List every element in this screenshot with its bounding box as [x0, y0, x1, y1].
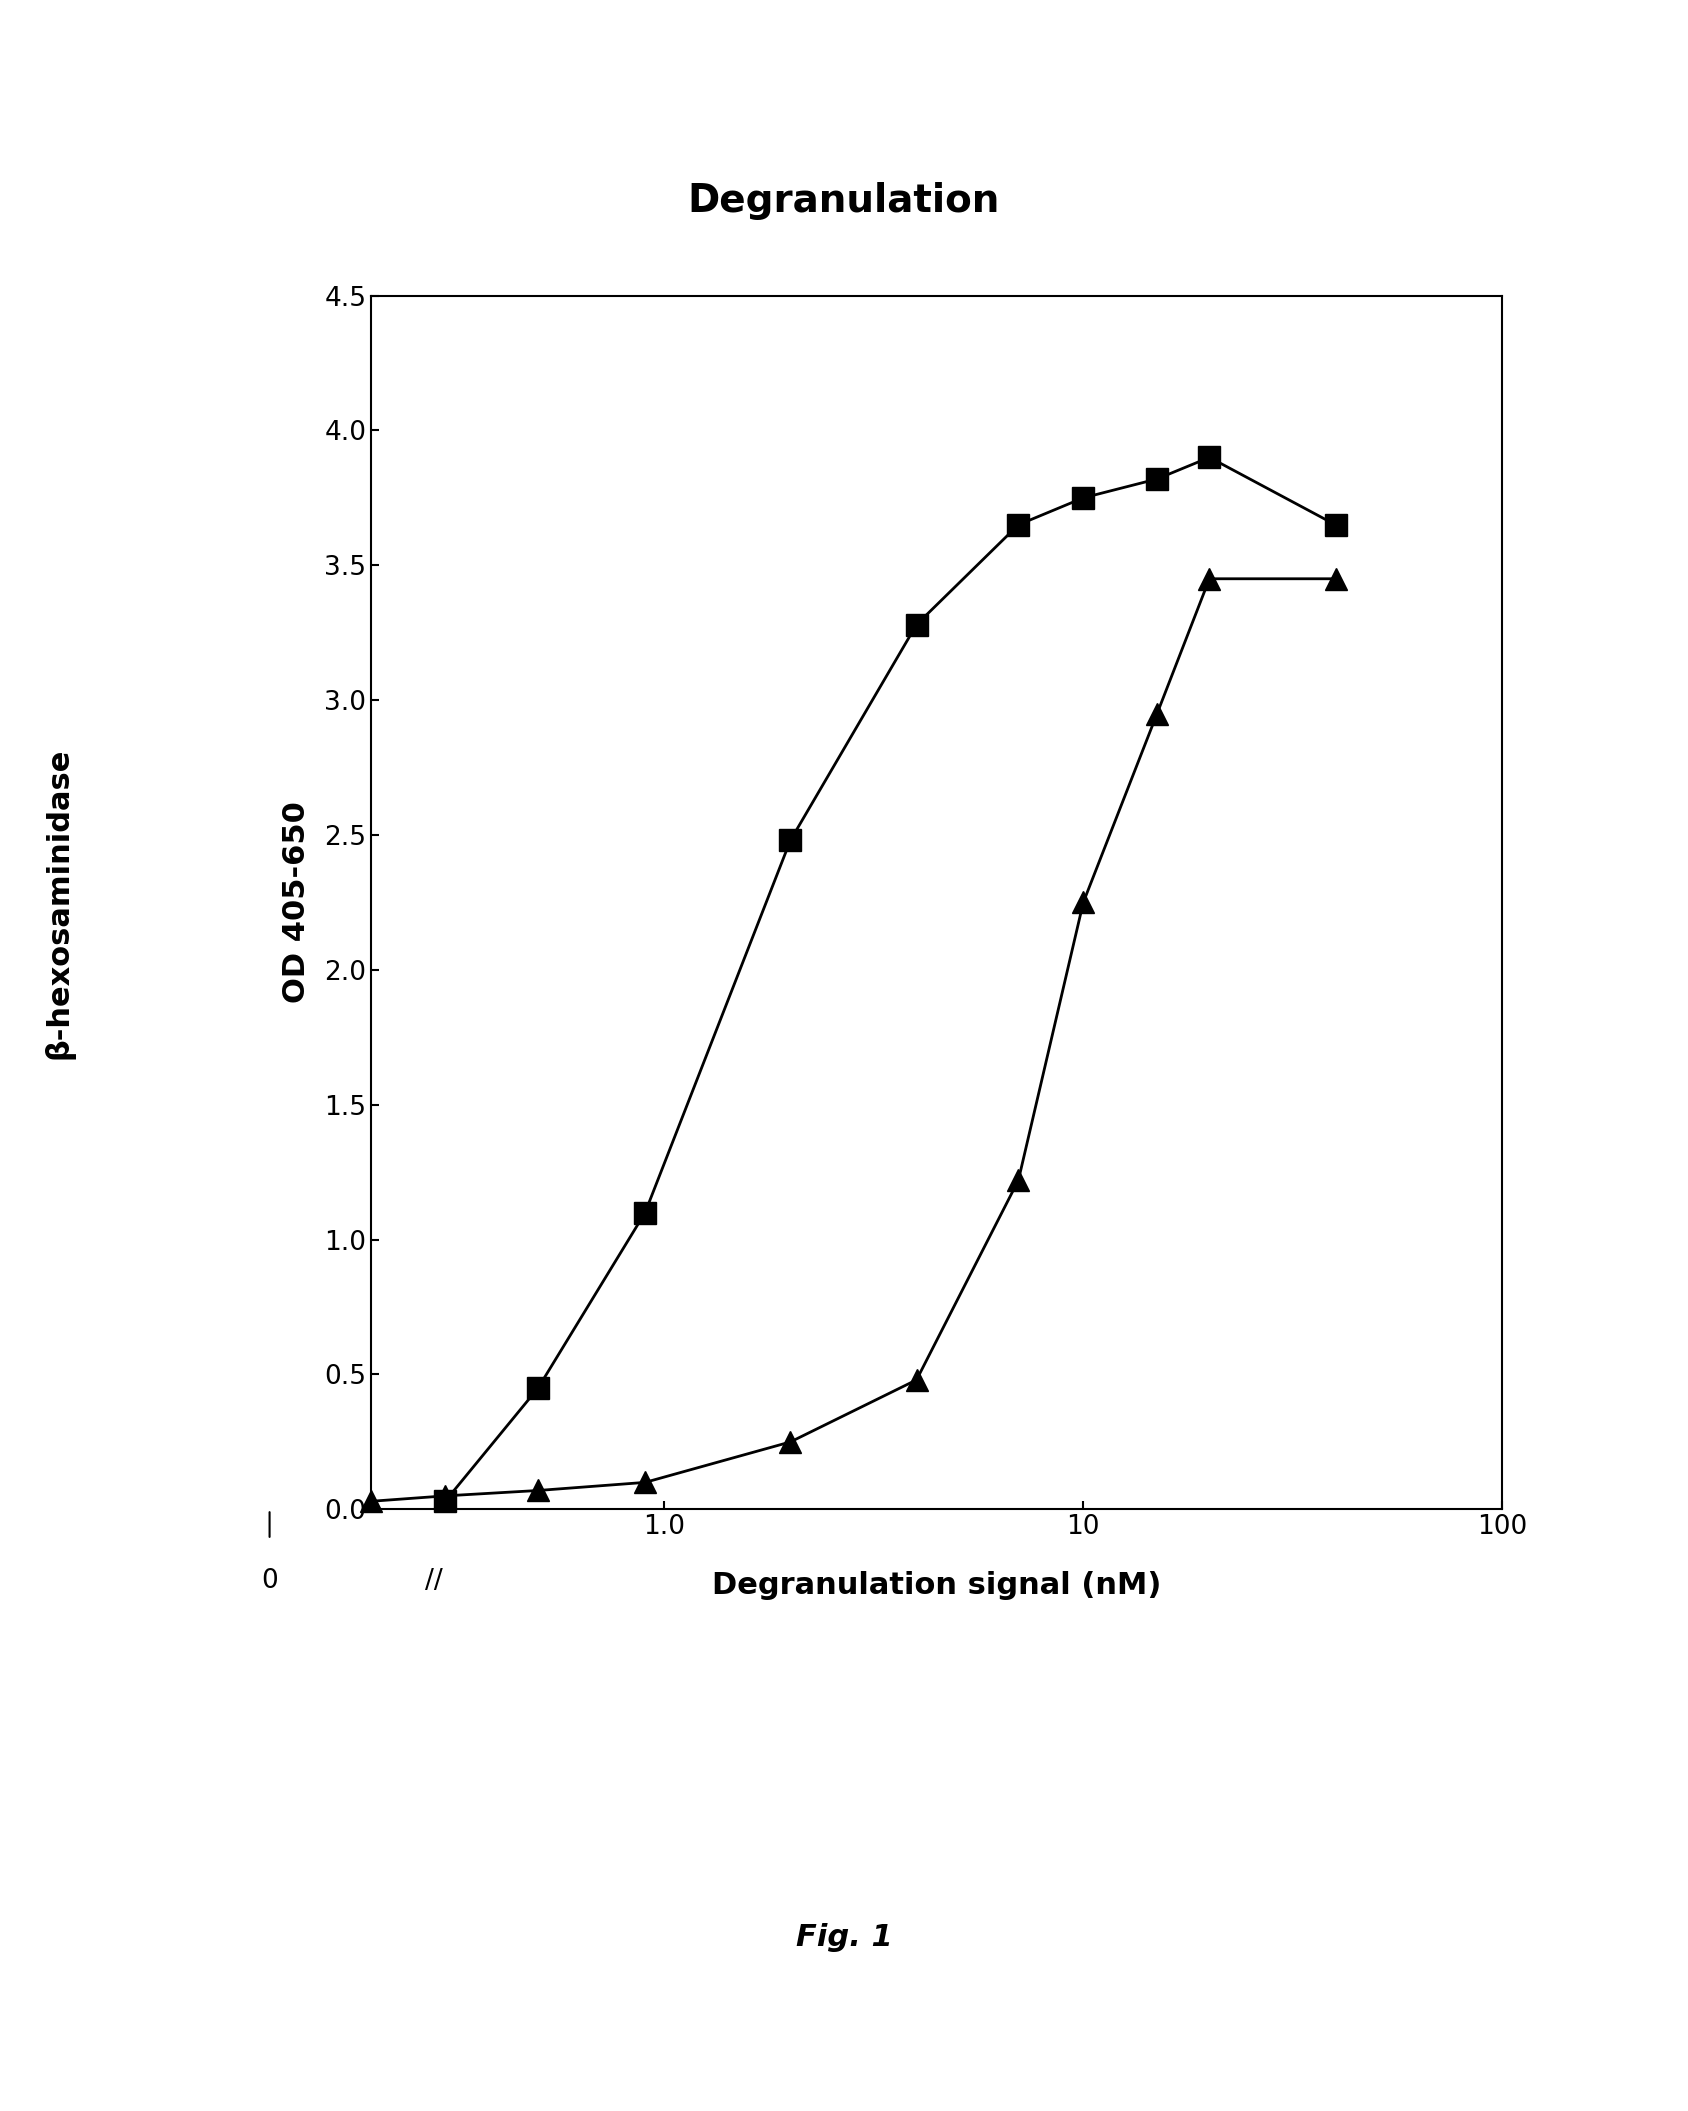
Text: β-hexosaminidase: β-hexosaminidase: [44, 747, 74, 1060]
Text: Degranulation: Degranulation: [687, 182, 1001, 220]
Text: Fig. 1: Fig. 1: [795, 1923, 893, 1953]
X-axis label: Degranulation signal (nM): Degranulation signal (nM): [712, 1571, 1161, 1600]
Text: //: //: [425, 1568, 442, 1594]
Text: 0: 0: [262, 1568, 279, 1594]
Y-axis label: OD 405-650: OD 405-650: [282, 802, 311, 1003]
